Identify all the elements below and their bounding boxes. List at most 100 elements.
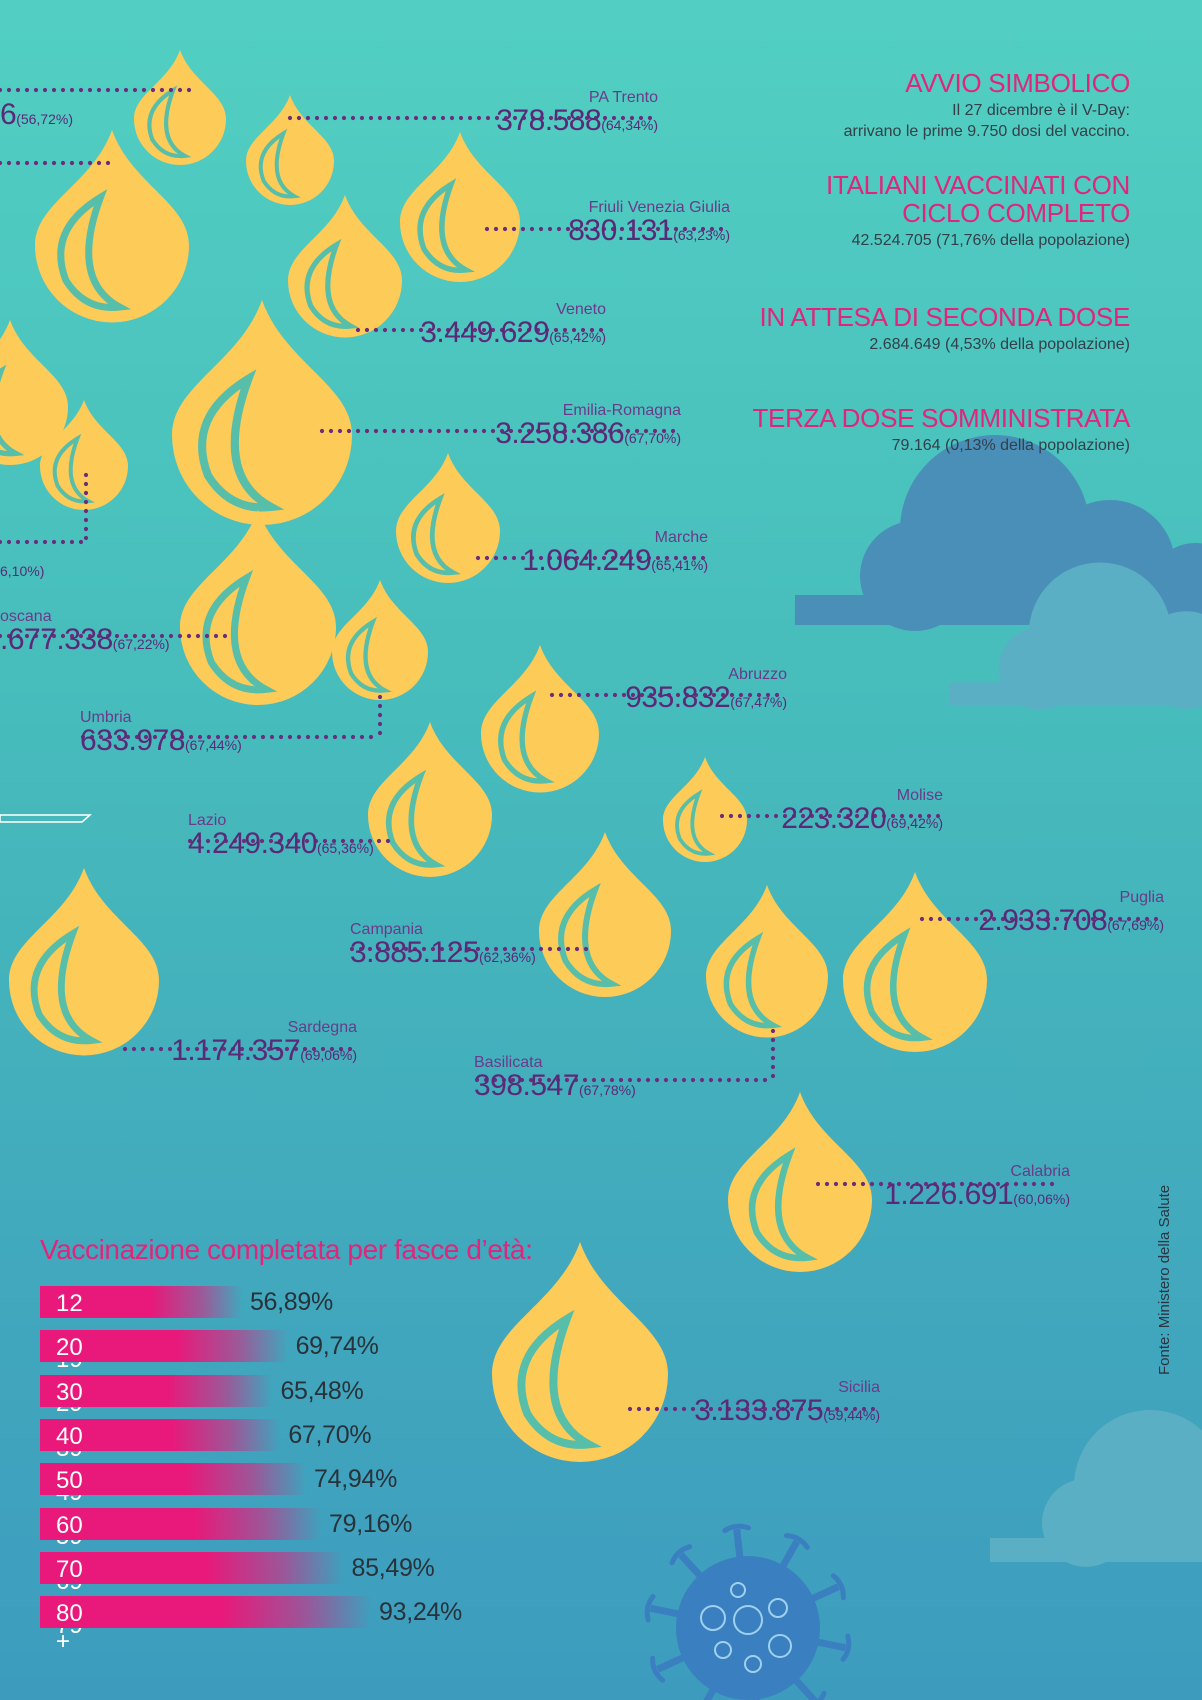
age-bar-value: 74,94% [314,1465,398,1494]
region-name: Emilia-Romagna [562,402,681,419]
drop-highlight [258,128,301,199]
age-chart-title: Vaccinazione completata per fasce d’età: [40,1234,533,1265]
drop-icon [400,132,520,282]
drop-icon [40,400,128,510]
region-value: 3.258.386 [495,417,625,450]
drop-highlight [411,493,461,576]
region-pct: (63,23%) [673,227,730,243]
region-pct: (67,69%) [1107,917,1164,933]
region-value: 398.547 [474,1069,579,1102]
region-name: Campania [350,921,423,938]
age-bar [40,1286,242,1318]
region-name: Sicilia [838,1379,880,1396]
divider-line [0,814,92,823]
drop-icon [0,320,68,465]
info-avvio: AVVIO SIMBOLICO Il 27 dicembre è il V-Da… [690,69,1131,143]
drop-icon [172,300,352,525]
region-value: 378.588 [496,104,602,137]
age-bar-value: 56,89% [249,1288,333,1316]
drop-icon [180,510,336,705]
age-bar-label: 80 + [56,1600,83,1656]
drop-highlight [498,690,555,784]
region-pct: (62,36%) [478,949,536,965]
region-value: 3.885.125 [350,936,479,969]
drop-highlight [304,238,360,329]
region-label: Emilia-Romagna 3.258.386(67,70%) [495,403,681,449]
region-name: Molise [896,787,943,804]
region-label: Molise 223.320(69,42%) [781,788,943,834]
virus-spike-tip [650,1655,666,1683]
region-label: Sicilia 3.133.875(59,44%) [694,1380,880,1426]
drop-icon [728,1092,872,1272]
region-label: Basilicata 398.547(67,78%) [474,1055,636,1101]
region-label: Puglia 2.933.708(67,69%) [978,890,1164,936]
info-attesa: IN ATTESA DI SECONDA DOSE 2.684.649 (4,5… [690,302,1130,355]
drop-highlight [345,616,392,693]
age-bar-value: 93,24% [379,1598,462,1627]
drop-icon [481,645,599,793]
region-name: Lazio [188,812,227,829]
ciclo-title-2: CICLO COMPLETO [902,197,1130,228]
region-label: Veneto 3.449.629(65,42%) [420,302,606,348]
ciclo-title-1: ITALIANI VACCINATI CON [826,170,1130,200]
region-label: PA Trento 378.588(64,34%) [496,90,658,136]
drop-icon [35,130,189,323]
attesa-title: IN ATTESA DI SECONDA DOSE [759,302,1130,332]
region-name: Friuli Venezia Giulia [588,199,730,216]
region-name: Calabria [1010,1163,1070,1180]
drop-icon [492,1242,668,1462]
drop-icon [396,453,500,583]
virus-spike-tip [830,1573,846,1601]
drop-icon [843,872,987,1052]
region-pct: (67,78%) [578,1082,636,1098]
region-value: 1.174.357 [171,1034,301,1067]
region-name: Puglia [1119,889,1164,906]
drop-icon [9,868,159,1056]
drop-highlight [202,570,278,694]
region-pct: (67,70%) [624,430,681,446]
region-name: Basilicata [474,1054,543,1071]
partial-label-top: 6(56,72%) [0,98,73,131]
virus-icon [676,1556,820,1700]
cloud-icon [990,1410,1202,1567]
region-name: Marche [654,529,708,546]
age-bar-value: 67,70% [288,1420,372,1449]
age-bar [40,1596,371,1629]
drop-icon [663,757,747,862]
virus-spot [730,1582,746,1598]
region-pct: (65,42%) [549,329,606,345]
region-label: Umbria 633.978(67,44%) [80,710,242,756]
drop-icon [332,580,428,700]
region-pct: (59,44%) [823,1407,880,1423]
virus-spot [744,1655,762,1673]
drop-highlight [517,1309,602,1449]
drop-highlight [386,769,446,868]
avvio-line2: arrivano le prime 9.750 dosi del vaccino… [843,123,1130,141]
age-bar [40,1551,344,1584]
drop-highlight [748,1147,818,1262]
drop-highlight [147,85,192,159]
age-bar [40,1374,273,1407]
region-label: Marche 1.064.249(65,41%) [522,530,708,576]
region-label: Sardegna 1.174.357(69,06%) [171,1020,357,1066]
region-name: Umbria [80,709,132,726]
region-pct: (67,47%) [730,694,787,710]
region-value: 935.832 [625,681,731,714]
virus-spike-tip [669,1544,693,1566]
drop-highlight [723,931,783,1029]
drop-icon [134,50,226,165]
region-label: Abruzzo 935.832(67,47%) [625,667,787,713]
region-pct: (67,44%) [184,737,242,753]
partial-label-toscana: oscana .677.338(67,22%) [0,608,170,656]
age-bar-value: 69,74% [295,1332,379,1361]
region-value: 2.933.708 [978,904,1108,937]
drop-highlight [198,369,285,512]
drop-highlight [417,178,475,274]
cloud-icon [950,562,1202,710]
virus-spot [714,1641,732,1659]
virus-spike-tip [783,1533,810,1550]
region-pct: (65,41%) [651,557,708,573]
age-bar [40,1330,288,1363]
virus-spot [733,1605,763,1635]
